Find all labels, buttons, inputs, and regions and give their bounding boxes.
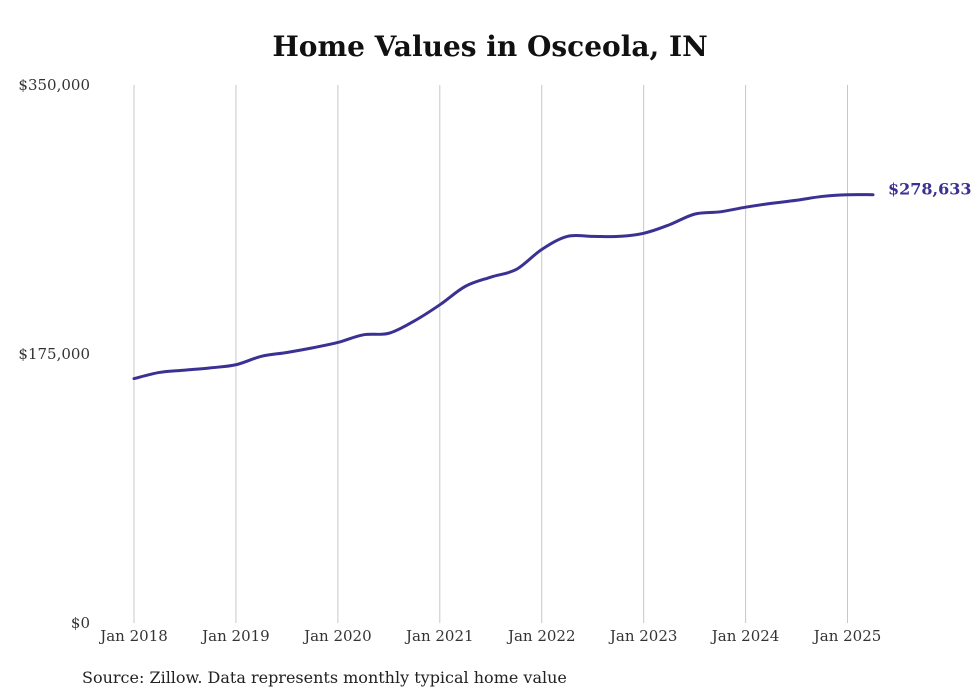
y-tick-label: $175,000 [18,345,90,363]
chart-title: Home Values in Osceola, IN [272,30,708,63]
x-tick-label: Jan 2024 [710,627,780,645]
series-layer [132,193,875,381]
source-note: Source: Zillow. Data represents monthly … [82,668,567,687]
gridlines [133,85,849,623]
series-end-label: $278,633 [888,180,972,199]
x-tick-label: Jan 2020 [302,627,372,645]
series-line [132,193,875,381]
y-tick-label: $350,000 [18,76,90,94]
x-tick-label: Jan 2023 [608,627,678,645]
end-label-layer: $278,633 [888,180,972,199]
x-axis-ticks: Jan 2018 Jan 2019 Jan 2020 Jan 2021 Jan 2022… [98,627,881,645]
y-tick-label: $0 [71,614,90,632]
x-tick-label: Jan 2021 [404,627,474,645]
x-tick-label: Jan 2025 [812,627,882,645]
y-axis-ticks: $0 $175,000 $350,000 [18,76,90,632]
x-tick-label: Jan 2019 [200,627,270,645]
x-tick-label: Jan 2018 [98,627,168,645]
x-tick-label: Jan 2022 [506,627,576,645]
